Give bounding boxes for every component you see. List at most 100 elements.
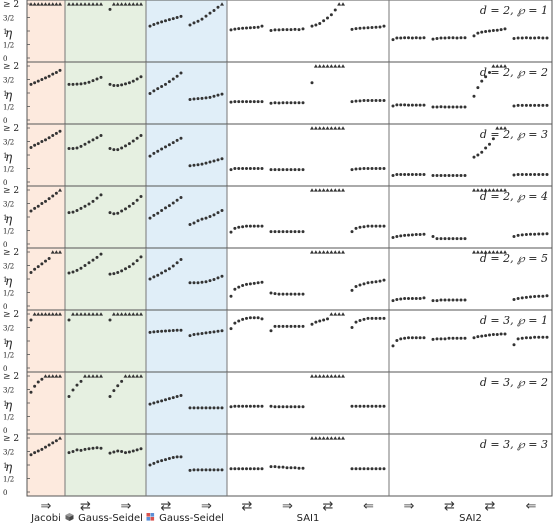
data-point-capped [329,188,334,192]
data-point [71,82,75,86]
data-point [83,142,87,146]
data-point [208,468,212,472]
data-point [71,270,75,274]
data-point [124,207,127,211]
data-point-capped [341,2,345,6]
data-point [491,28,495,32]
data-point [516,103,520,107]
data-point [127,142,131,146]
data-point [29,453,33,457]
data-point-capped [99,374,103,378]
data-point-capped [50,312,55,316]
data-point [175,16,179,19]
y-tick-label: 1/2 [3,228,14,236]
sweep-arrow: ⇒ [282,499,293,514]
data-point [87,80,91,84]
data-point-capped [83,312,87,316]
panel-6: 0 1/2 1 3/2 ≥ 2 η d = 3, ℘ = 1 [3,309,553,373]
data-point [212,468,216,472]
data-point [484,146,488,150]
data-point-capped [39,312,44,316]
data-point [237,467,241,471]
data-point [378,167,382,170]
data-point-capped [495,64,500,68]
data-point-capped [321,250,326,254]
data-point [418,36,422,40]
data-point [358,318,362,322]
data-point [29,271,33,275]
data-point-capped [75,2,79,6]
data-point [83,81,87,85]
data-point [431,174,435,178]
y-tick-label: 3/2 [3,77,14,85]
sweep-arrow: ⇐ [363,499,374,514]
data-point [281,465,285,469]
data-point [204,216,208,220]
data-point [252,316,256,320]
data-point [164,82,167,86]
data-point [463,36,467,40]
data-point-capped [472,250,476,254]
data-point [252,404,256,408]
y-axis-label: η [5,212,13,226]
data-point [135,136,139,140]
data-point [116,384,120,388]
data-point-capped [47,2,52,6]
data-point [188,468,192,472]
data-point-capped [58,374,62,378]
data-point [285,28,289,32]
data-point [382,404,386,408]
data-point [533,103,537,107]
data-point [491,333,495,337]
data-point [545,103,549,107]
data-point [358,404,362,408]
data-point [395,36,399,40]
data-point-capped [491,64,496,68]
data-point [391,236,395,240]
data-point [537,103,541,107]
data-point [418,172,422,176]
data-point [112,389,116,393]
data-point [54,70,58,74]
data-point [188,223,192,227]
data-point [256,467,260,471]
data-point-capped [131,374,136,378]
data-point [175,198,179,202]
data-point-capped [39,2,44,6]
data-point [374,316,378,320]
sweep-arrow: ⇒ [121,499,132,514]
data-point [229,467,233,471]
data-point-capped [58,312,62,316]
data-point [139,255,143,259]
data-point [277,28,281,32]
data-point [116,271,120,275]
data-point [148,277,152,281]
data-point [395,172,399,176]
data-point [216,158,220,162]
panel-label: d = 2, ℘ = 2 [480,66,548,79]
data-point [463,105,467,109]
y-tick-label: 1/2 [3,166,14,174]
group-label: Gauss-Seidel [78,513,143,523]
sweep-arrow: ⇒ [41,499,52,514]
data-point [503,27,507,31]
data-point [47,197,51,201]
data-point [407,296,410,300]
data-point-capped [58,250,62,254]
data-point [248,316,252,320]
data-point [188,23,192,27]
data-point [378,467,382,471]
data-point [192,406,196,410]
data-point [233,287,237,291]
data-point [529,232,532,236]
data-point [443,36,447,40]
data-point [395,103,399,107]
data-point [233,27,237,31]
data-point [431,105,435,109]
data-point [382,467,386,471]
data-point [260,167,264,170]
data-point [156,21,160,25]
data-point [407,172,410,176]
data-point-capped [333,374,338,378]
